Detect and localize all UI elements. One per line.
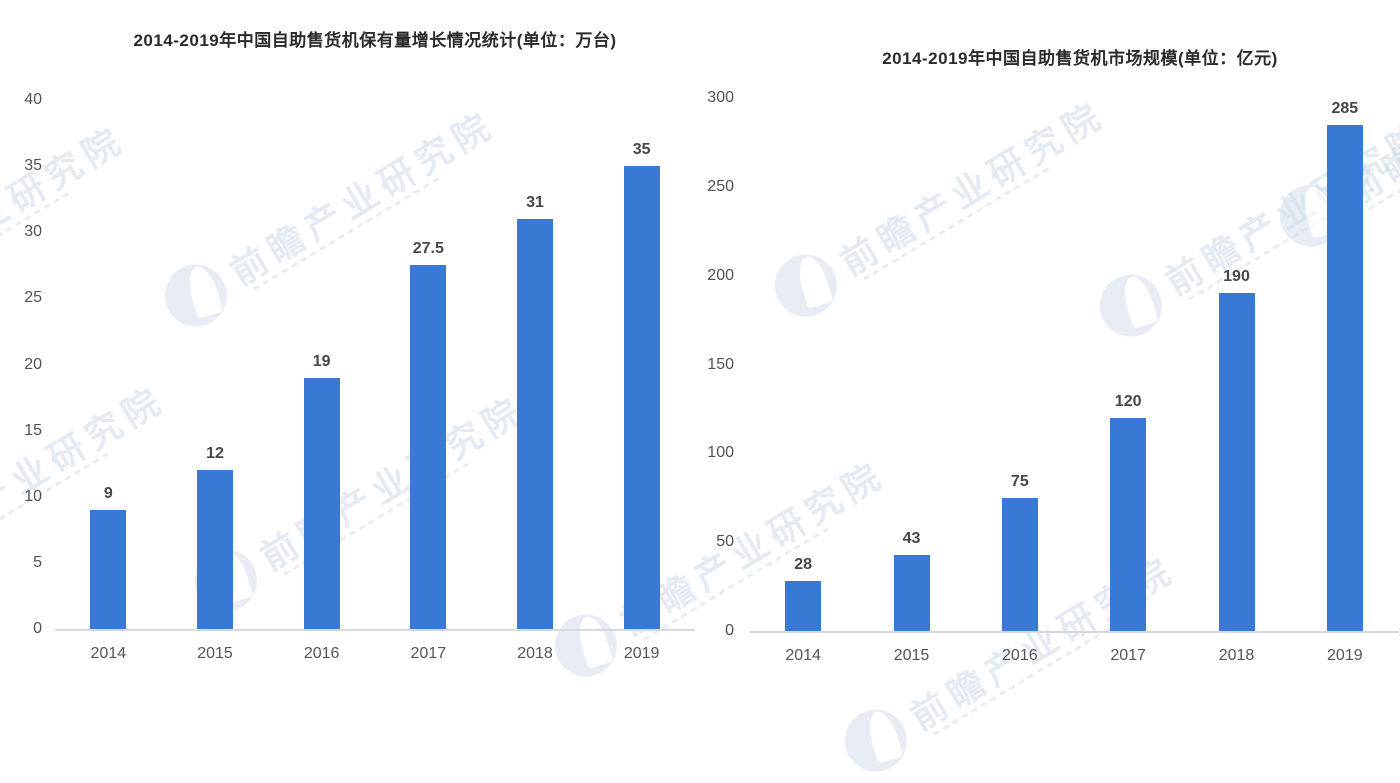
y-tick-label: 5 xyxy=(33,553,42,571)
bar-2018 xyxy=(517,219,553,629)
x-tick-label: 2017 xyxy=(410,645,447,662)
y-tick-label: 25 xyxy=(24,289,42,307)
x-tick-label: 2019 xyxy=(1327,647,1363,664)
bar-value-label: 190 xyxy=(1223,268,1250,286)
bar-chart-vending-machine-holdings: 2014-2019年中国自助售货机保有量增长情况统计(单位：万台) 9 2014 1… xyxy=(0,0,700,700)
bar-value-label: 28 xyxy=(794,556,813,574)
x-tick-label: 2016 xyxy=(303,645,340,662)
bar-2014 xyxy=(90,509,127,629)
y-tick-label: 150 xyxy=(707,355,734,373)
y-tick-label: 250 xyxy=(707,177,734,195)
x-tick-label: 2018 xyxy=(1218,647,1255,664)
x-tick-label: 2015 xyxy=(893,647,930,664)
plot-area: 28 2014 43 2015 75 2016 120 2017 190 2018 285 2019 xyxy=(749,98,1399,664)
bar-value-label: 35 xyxy=(632,141,651,159)
y-tick-label: 35 xyxy=(24,157,42,175)
y-tick-label: 30 xyxy=(24,223,42,241)
bar-2018 xyxy=(1218,293,1255,631)
y-tick-label: 20 xyxy=(24,355,42,373)
y-tick-label: 40 xyxy=(24,91,42,108)
bar-2016 xyxy=(303,377,340,629)
y-tick-label: 0 xyxy=(725,622,734,639)
bar-2014 xyxy=(785,581,822,631)
y-tick-label: 0 xyxy=(33,620,42,637)
bar-chart-vending-machine-market-size: 2014-2019年中国自助售货机市场规模(单位：亿元) 28 2014 43 201… xyxy=(700,0,1400,700)
bar-value-label: 285 xyxy=(1331,99,1359,117)
page: { "watermark": { "text": "前瞻产业研究院", "col… xyxy=(0,0,1400,700)
x-tick-label: 2015 xyxy=(197,645,233,662)
qianzhan-logo-icon xyxy=(833,698,919,783)
bar-value-label: 12 xyxy=(206,445,224,463)
y-tick-label: 100 xyxy=(707,444,734,462)
bar-2019 xyxy=(623,166,660,629)
bar-2017 xyxy=(1110,417,1147,631)
chart-title: 2014-2019年中国自助售货机市场规模(单位：亿元) xyxy=(882,49,1278,69)
bar-2019 xyxy=(1326,124,1363,631)
x-tick-label: 2016 xyxy=(1002,647,1038,664)
bar-2016 xyxy=(1001,497,1038,631)
x-tick-label: 2018 xyxy=(517,645,553,662)
chart-title: 2014-2019年中国自助售货机保有量增长情况统计(单位：万台) xyxy=(133,31,617,51)
plot-area: 9 2014 12 2015 19 2016 27.5 2017 31 2018 35 2019 xyxy=(55,100,695,662)
bar-value-label: 31 xyxy=(526,194,544,212)
bar-2017 xyxy=(410,265,447,629)
bar-value-label: 9 xyxy=(103,484,113,502)
x-tick-label: 2014 xyxy=(90,645,127,662)
y-tick-label: 50 xyxy=(716,533,734,551)
x-tick-label: 2014 xyxy=(785,647,821,664)
y-tick-label: 200 xyxy=(707,266,734,284)
bar-value-label: 43 xyxy=(902,529,921,547)
bar-2015 xyxy=(197,470,233,629)
bar-value-label: 75 xyxy=(1010,472,1029,490)
bar-value-label: 27.5 xyxy=(412,240,444,258)
x-tick-label: 2017 xyxy=(1110,647,1146,664)
bar-2015 xyxy=(893,554,930,631)
y-tick-label: 10 xyxy=(24,487,42,505)
bar-value-label: 120 xyxy=(1114,392,1142,410)
x-tick-label: 2019 xyxy=(623,645,660,662)
bar-value-label: 19 xyxy=(312,352,331,370)
y-tick-label: 300 xyxy=(707,89,734,106)
y-tick-label: 15 xyxy=(24,421,42,439)
